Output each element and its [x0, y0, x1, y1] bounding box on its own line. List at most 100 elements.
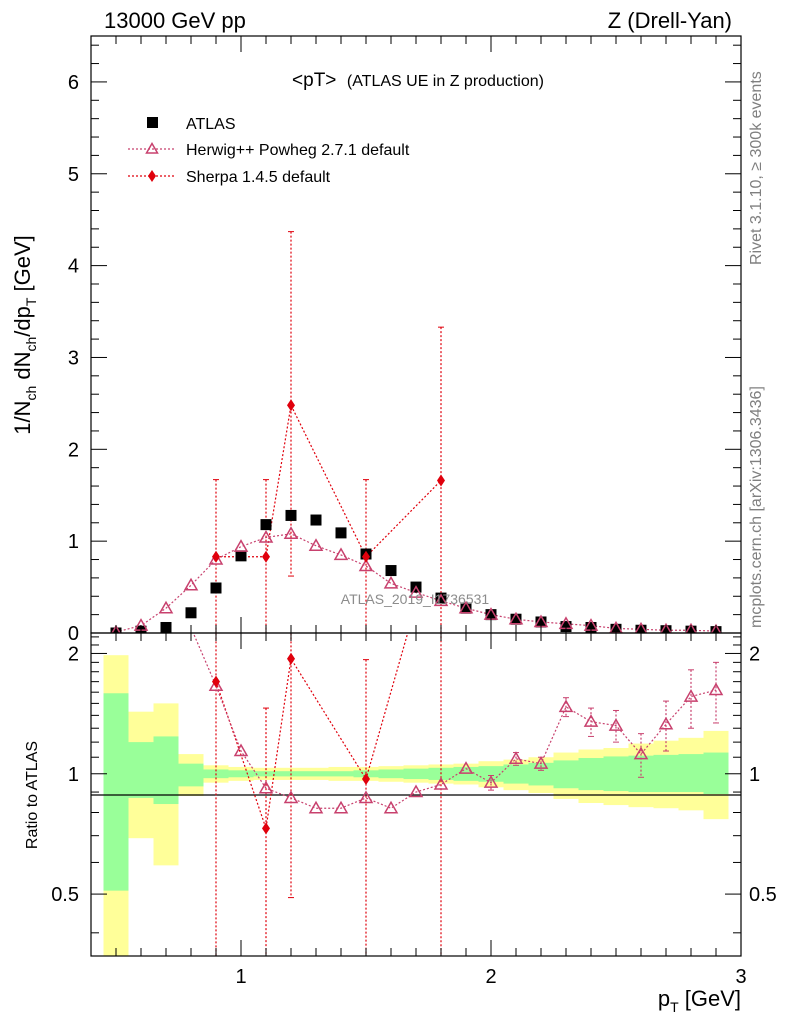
band-green-bin [378, 769, 404, 779]
main-ylabel-d: [GeV] [10, 235, 35, 297]
ratio-bands-layer [103, 655, 729, 956]
ratio-herwig-point [433, 776, 449, 790]
ratio-xlabel-a-sub: T [670, 999, 679, 1015]
ratio-herwig-point [458, 761, 474, 774]
herwig-point [685, 622, 697, 633]
band-green-bin [128, 742, 154, 798]
ratio-series-layer [192, 633, 724, 956]
y-tick-label: 2 [68, 439, 79, 461]
ratio-herwig-point [683, 689, 699, 702]
ratio-herwig-point [383, 800, 399, 814]
legend-marker-atlas [147, 117, 158, 128]
ratio-herwig-point [558, 699, 574, 713]
ratio-frame [90, 632, 742, 957]
y-tick-label: 5 [68, 164, 79, 186]
ratio-herwig-point [258, 780, 274, 794]
herwig-point [358, 558, 374, 572]
main-title-group: <pT> (ATLAS UE in Z production) [292, 70, 544, 91]
main-panel: ATLAS_2019_I1736531 0 1 2 3 4 5 6 <pT> (ATLAS … [10, 35, 742, 645]
ratio-herwig-line [192, 633, 717, 809]
ratio-herwig-point [358, 790, 374, 804]
main-title: <pT> [292, 70, 336, 91]
herwig-point [333, 547, 349, 561]
main-ylabel-b: dN [10, 352, 35, 386]
header-right: Z (Drell-Yan) [608, 8, 732, 33]
herwig-point [158, 600, 174, 614]
band-green-bin [553, 760, 579, 789]
ratio-y-tick-label-right: 1 [749, 764, 760, 786]
herwig-point [710, 623, 722, 633]
atlas-point [285, 509, 297, 521]
herwig-point [111, 624, 121, 633]
band-green-bin [478, 766, 504, 782]
ratio-herwig-point [608, 718, 624, 731]
herwig-point [408, 585, 424, 598]
sherpa-point [437, 474, 445, 487]
ratio-sherpa-point [262, 822, 270, 835]
herwig-point [433, 593, 449, 607]
herwig-point [458, 600, 474, 614]
ratio-panel: 1 2 3 0.5 0.5 1 1 2 2 Ratio to ATLAS pT [GeV] [24, 632, 777, 1015]
sherpa-point [362, 550, 370, 563]
x-tick-label: 2 [485, 966, 496, 988]
atlas-point [185, 607, 197, 619]
herwig-point [660, 622, 672, 633]
ratio-herwig-point [408, 784, 424, 798]
ratio-y-tick-label-right: 2 [749, 643, 760, 665]
sherpa-point [287, 399, 295, 412]
ratio-herwig-point [533, 756, 549, 769]
sherpa-line [216, 403, 442, 558]
atlas-point [310, 514, 322, 526]
atlas-point [535, 616, 547, 628]
atlas-point [460, 602, 472, 614]
band-green-bin [178, 763, 204, 787]
sherpa-point [212, 550, 220, 563]
band-green-bin [303, 771, 329, 777]
main-clip-group [110, 231, 722, 633]
main-subtitle: (ATLAS UE in Z production) [347, 73, 544, 90]
ratio-herwig-point [208, 678, 224, 692]
ratio-sherpa-point [287, 652, 295, 665]
ratio-herwig-point [333, 800, 349, 814]
ratio-herwig-point [658, 716, 674, 730]
atlas-point [435, 592, 447, 604]
ratio-herwig-point [508, 751, 524, 765]
herwig-point [308, 538, 324, 551]
herwig-point [383, 575, 399, 589]
legend-label-herwig: Herwig++ Powheg 2.7.1 default [186, 142, 410, 159]
ratio-sherpa-point [212, 675, 220, 688]
main-axes: 0 1 2 3 4 5 6 [68, 36, 742, 645]
ratio-y-tick-label: 2 [68, 643, 79, 665]
ratio-herwig-point [483, 775, 499, 788]
herwig-point [183, 577, 199, 591]
ratio-xlabel-b: [GeV] [679, 986, 741, 1011]
ratio-y-tick-label: 1 [68, 764, 79, 786]
band-green-bin [328, 771, 354, 777]
ratio-sherpa-point [362, 773, 370, 786]
band-green-bin [228, 770, 254, 778]
y-tick-label: 6 [68, 72, 79, 94]
ratio-xlabel-a: p [658, 986, 670, 1011]
ratio-herwig-point [308, 800, 324, 814]
ratio-herwig-point [283, 790, 299, 804]
atlas-point [235, 550, 247, 562]
main-series-layer [110, 231, 722, 633]
y-tick-label: 4 [68, 256, 79, 278]
band-green-bin [578, 758, 604, 791]
atlas-point [510, 613, 522, 625]
ratio-herwig-point [708, 682, 724, 696]
band-green-bin [403, 768, 429, 780]
main-ylabel-a-sub: ch [23, 386, 39, 401]
herwig-point [634, 621, 648, 633]
band-green-bin [103, 693, 129, 891]
main-ylabel-c: /dp [10, 306, 35, 337]
main-ylabel: 1/Nch dNch/dpT [GeV] [10, 235, 39, 435]
legend: ATLAS Herwig++ Powheg 2.7.1 default Sher… [128, 116, 410, 186]
x-tick-label: 3 [735, 966, 746, 988]
band-green-bin [153, 736, 179, 805]
sherpa-point [262, 550, 270, 563]
watermark: ATLAS_2019_I1736531 [341, 591, 490, 607]
ratio-clip-group [192, 633, 724, 956]
band-green-bin [703, 752, 729, 794]
